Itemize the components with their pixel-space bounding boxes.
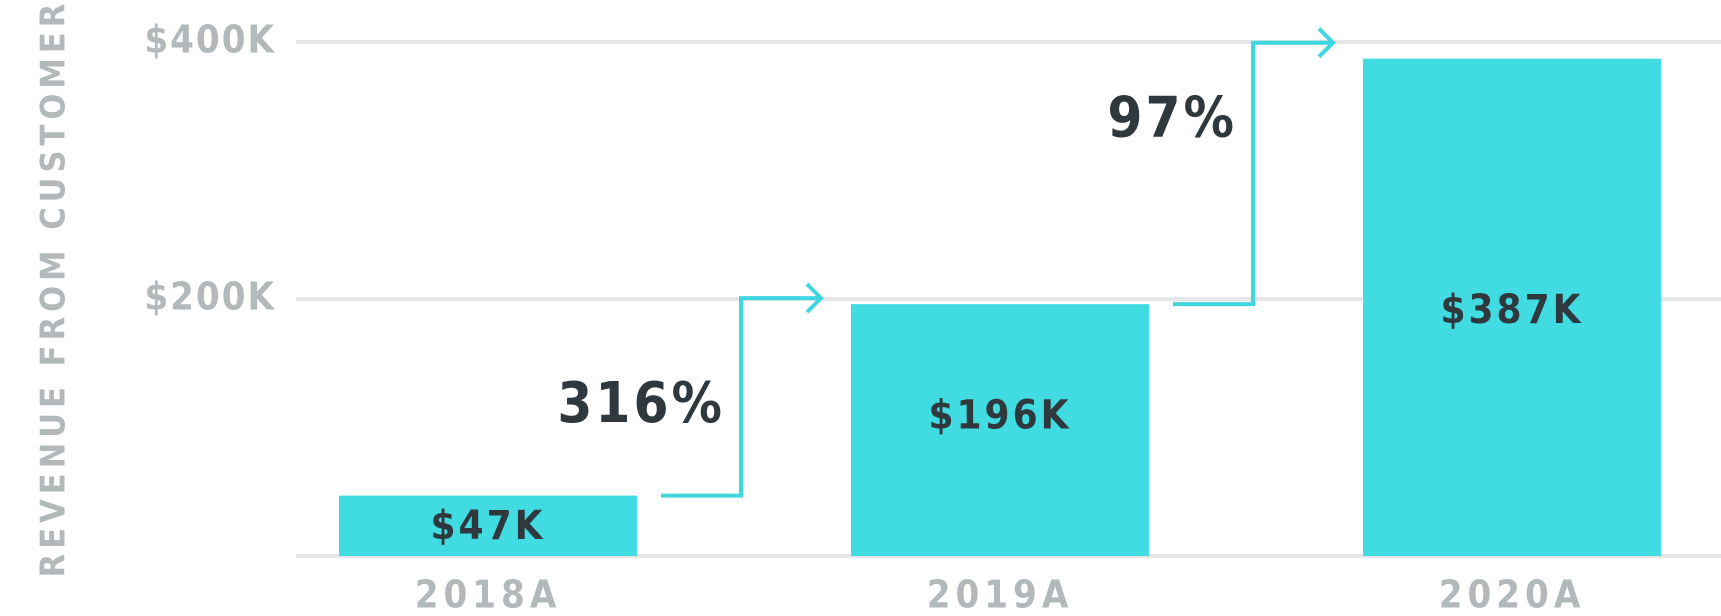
y-axis-label: REVENUE FROM CUSTOMER [34, 0, 74, 577]
bar [339, 495, 637, 556]
y-tick-label: $200K [144, 275, 276, 319]
y-tick-label: $400K [144, 18, 276, 62]
growth-annotation: 97% [1107, 85, 1237, 150]
x-tick-label: 2020A [1439, 573, 1586, 616]
x-tick-label: 2018A [415, 573, 562, 616]
value-label: $196K [928, 392, 1071, 438]
bar [1363, 58, 1661, 557]
growth-annotation: 316% [557, 371, 725, 436]
x-tick-label: 2019A [927, 573, 1074, 616]
growth-arrow [661, 282, 824, 498]
bar [851, 304, 1149, 556]
value-label: $387K [1440, 287, 1583, 333]
growth-arrow [1173, 27, 1336, 307]
value-label: $47K [430, 503, 545, 549]
